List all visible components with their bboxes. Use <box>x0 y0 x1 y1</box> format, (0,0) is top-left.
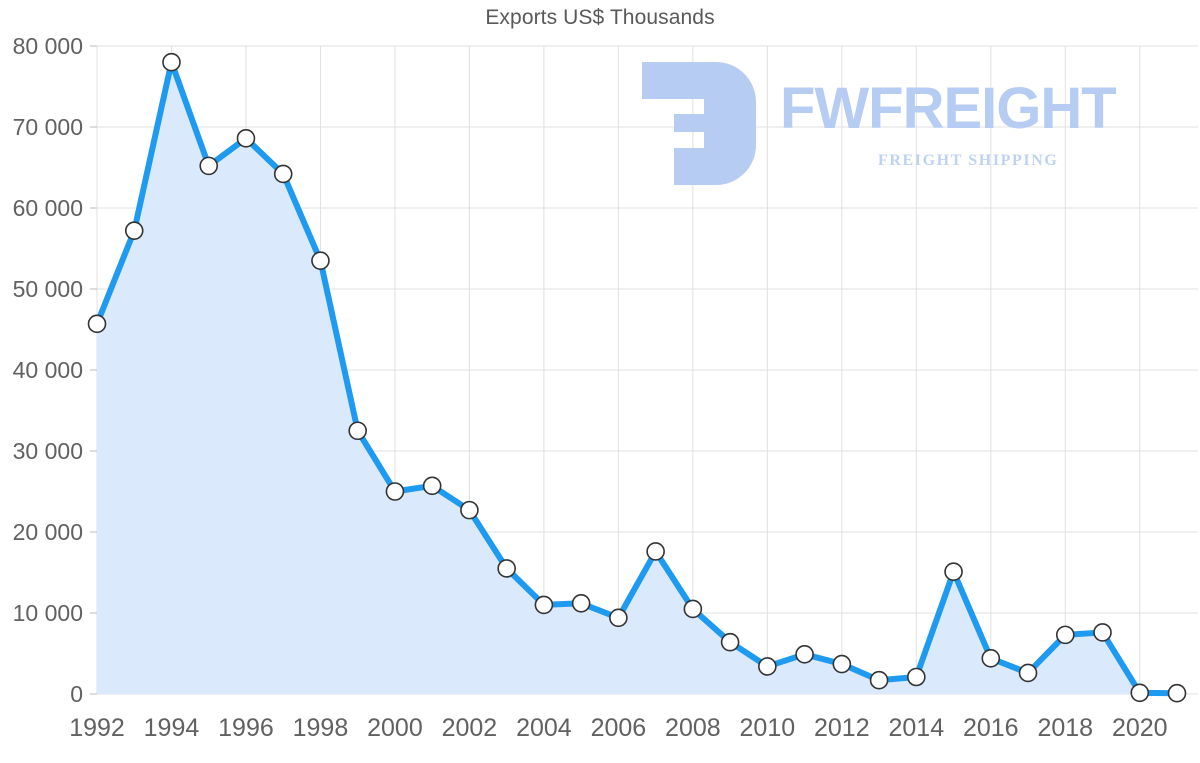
data-point-marker[interactable] <box>1055 625 1075 645</box>
x-tick-label: 1996 <box>218 714 274 742</box>
y-tick-label: 20 000 <box>13 519 83 545</box>
data-point-marker[interactable] <box>869 670 889 690</box>
data-point-marker[interactable] <box>907 667 926 687</box>
data-point-marker[interactable] <box>795 645 814 664</box>
data-point-marker[interactable] <box>1018 663 1038 683</box>
data-point-marker[interactable] <box>87 314 107 334</box>
x-tick-label: 2010 <box>740 714 796 742</box>
x-tick-label: 2006 <box>591 714 647 742</box>
data-point-marker[interactable] <box>832 654 852 674</box>
x-tick-label: 2012 <box>814 714 870 742</box>
x-tick-label: 2000 <box>367 714 423 742</box>
data-point-marker[interactable] <box>571 593 591 613</box>
data-point-marker[interactable] <box>683 599 703 619</box>
y-tick-label: 10 000 <box>13 600 83 626</box>
data-point-marker[interactable] <box>124 221 144 240</box>
y-axis-tick-labels: 80 000 70 000 60 000 50 000 40 000 30 000 20 0… <box>13 33 83 707</box>
chart-title: Exports US$ Thousands <box>485 6 715 29</box>
area-path <box>97 62 1177 694</box>
x-tick-label: 2002 <box>442 714 498 742</box>
data-point-marker[interactable] <box>422 476 442 496</box>
data-point-marker[interactable] <box>1167 683 1187 703</box>
area-fill <box>97 62 1177 694</box>
data-point-marker[interactable] <box>236 129 256 148</box>
y-tick-label: 30 000 <box>13 438 83 464</box>
data-point-marker[interactable] <box>981 649 1001 668</box>
x-tick-label: 2008 <box>665 714 721 742</box>
x-tick-label: 2020 <box>1112 714 1168 742</box>
data-point-marker[interactable] <box>199 156 219 176</box>
y-tick-label: 70 000 <box>13 114 83 140</box>
data-point-marker[interactable] <box>944 562 963 581</box>
x-tick-label: 2004 <box>516 714 572 742</box>
data-point-marker[interactable] <box>720 632 740 652</box>
data-point-marker[interactable] <box>273 164 293 184</box>
data-point-marker[interactable] <box>460 500 479 520</box>
y-tick-label: 50 000 <box>13 276 83 302</box>
data-point-marker[interactable] <box>646 542 665 561</box>
x-tick-label: 1994 <box>144 714 200 742</box>
data-point-marker[interactable] <box>1093 623 1112 642</box>
y-tick-label: 80 000 <box>13 33 83 59</box>
data-point-marker[interactable] <box>162 52 181 72</box>
data-point-marker[interactable] <box>311 251 330 270</box>
data-point-marker[interactable] <box>1130 683 1150 703</box>
y-tick-label: 60 000 <box>13 195 83 221</box>
x-tick-label: 1992 <box>69 714 125 742</box>
data-point-marker[interactable] <box>758 657 777 676</box>
data-point-marker[interactable] <box>534 595 554 615</box>
data-point-marker[interactable] <box>348 421 367 441</box>
x-tick-label: 2014 <box>888 714 944 742</box>
x-axis-tick-labels: 1992 1994 1996 1998 2000 2002 2004 2006 2008 2010… <box>69 714 1167 742</box>
x-tick-label: 1998 <box>293 714 349 742</box>
data-point-marker[interactable] <box>497 559 516 578</box>
x-tick-label: 2018 <box>1037 714 1093 742</box>
data-point-markers <box>87 52 1187 703</box>
data-point-marker[interactable] <box>609 608 628 628</box>
y-tick-label: 40 000 <box>13 357 83 383</box>
data-point-marker[interactable] <box>385 482 405 501</box>
x-tick-label: 2016 <box>963 714 1019 742</box>
y-tick-label: 0 <box>70 681 83 707</box>
